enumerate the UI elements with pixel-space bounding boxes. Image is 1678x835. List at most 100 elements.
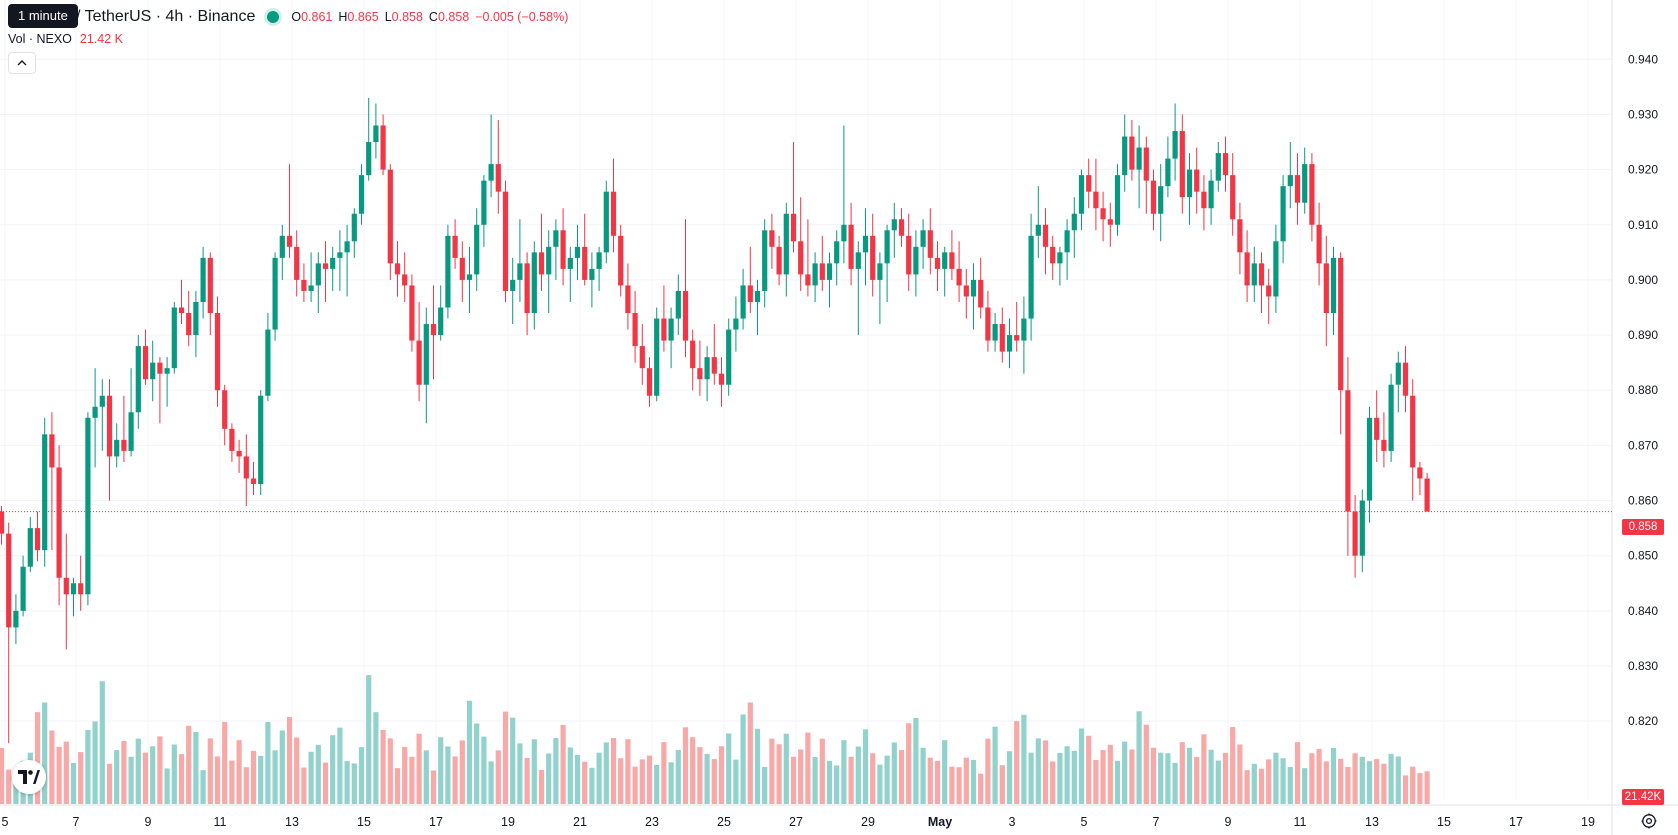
candle-body — [625, 285, 631, 314]
collapse-legend-button[interactable] — [8, 52, 36, 74]
volume-bar — [99, 681, 105, 804]
volume-bar — [567, 747, 573, 804]
candle-body — [279, 235, 285, 258]
y-tick-label: 0.850 — [1628, 549, 1658, 563]
volume-bar — [1100, 750, 1106, 804]
candle-body — [1374, 417, 1380, 440]
candle-body — [6, 533, 12, 628]
volume-bar — [315, 744, 321, 804]
volume-bar — [193, 731, 199, 804]
candle-body — [538, 252, 545, 275]
candle-body — [1050, 246, 1056, 264]
candle-body — [920, 230, 926, 247]
candle-body — [898, 219, 905, 236]
market-status-icon — [267, 11, 280, 23]
volume-bar — [1345, 766, 1351, 804]
gear-icon[interactable] — [1640, 812, 1658, 830]
candle-body — [517, 263, 523, 280]
volume-bar — [1338, 758, 1344, 804]
candle-body — [1294, 175, 1301, 203]
y-tick-label: 0.830 — [1628, 659, 1658, 673]
candle-body — [682, 290, 689, 341]
volume-bar — [1071, 750, 1077, 804]
volume-bar — [1381, 763, 1387, 804]
candle-body — [1172, 131, 1178, 159]
candle-body — [92, 406, 98, 418]
volume-bar — [1179, 742, 1185, 804]
candle-body — [49, 434, 55, 468]
candle-body — [1244, 252, 1250, 286]
candle-body — [200, 257, 206, 302]
volume-bar — [1215, 760, 1221, 804]
candle-body — [870, 235, 876, 280]
candle-body — [1352, 511, 1358, 556]
volume-bar — [1366, 761, 1373, 804]
volume-bar — [308, 751, 314, 804]
candle-body — [546, 246, 552, 275]
volume-bar — [762, 766, 768, 804]
candle-body — [589, 268, 595, 280]
volume-bar — [675, 750, 681, 804]
candle-body — [1395, 362, 1401, 385]
volume-bar — [510, 717, 516, 804]
volume-bar — [754, 728, 761, 804]
x-tick-label: 19 — [1581, 815, 1595, 829]
volume-bar — [898, 750, 905, 804]
candle-body — [63, 577, 69, 595]
candle-body — [1287, 175, 1293, 187]
volume-bar — [438, 737, 444, 804]
candle-body — [366, 142, 372, 176]
volume-bar — [164, 768, 170, 804]
volume-bar — [1410, 766, 1416, 804]
candle-body — [430, 324, 437, 336]
volume-bar — [603, 742, 609, 804]
x-tick-label: 27 — [789, 815, 803, 829]
volume-bar — [776, 744, 782, 804]
y-tick-label: 0.910 — [1628, 218, 1658, 232]
candle-body — [1086, 175, 1092, 192]
volume-bar — [805, 732, 811, 804]
candle-body — [740, 285, 746, 319]
candle-body — [1006, 335, 1013, 352]
volume-bar — [265, 722, 271, 804]
volume-label[interactable]: Vol · NEXO — [8, 32, 72, 46]
volume-bar — [394, 768, 401, 804]
candle-body — [877, 263, 883, 280]
candle-body — [783, 213, 789, 275]
candle-body — [34, 528, 41, 551]
volume-bar — [596, 752, 602, 804]
candle-body — [1215, 153, 1221, 181]
candle-body — [20, 566, 26, 611]
volume-bar — [1186, 747, 1193, 804]
volume-bar — [1273, 752, 1279, 804]
x-tick-label: 3 — [1009, 815, 1016, 829]
candle-body — [848, 224, 854, 269]
volume-bar — [49, 730, 55, 804]
interval-tooltip: 1 minute — [8, 4, 78, 28]
x-tick-label: 7 — [1153, 815, 1160, 829]
volume-bar — [229, 760, 235, 804]
candle-body — [351, 213, 357, 242]
volume-bar — [927, 757, 933, 804]
last-price-badge: 0.858 — [1622, 519, 1664, 535]
x-tick-label: 23 — [645, 815, 659, 829]
symbol-title[interactable]: / TetherUS · 4h · Binance — [76, 8, 256, 25]
candle-body — [488, 164, 494, 181]
volume-bar — [704, 753, 710, 804]
volume-bar — [1316, 748, 1322, 804]
volume-bar — [85, 729, 91, 804]
volume-bar — [250, 750, 257, 804]
candle-body — [373, 125, 379, 143]
candle-body — [834, 241, 840, 264]
volume-bar — [1107, 744, 1113, 804]
volume-bar — [1086, 735, 1092, 804]
candle-body — [1381, 439, 1387, 451]
tradingview-logo-icon[interactable] — [12, 760, 46, 794]
volume-bar — [1042, 740, 1049, 804]
volume-bar — [142, 752, 149, 804]
volume-bar — [1352, 753, 1358, 804]
candle-body — [495, 164, 501, 192]
candle-body — [1266, 285, 1272, 297]
